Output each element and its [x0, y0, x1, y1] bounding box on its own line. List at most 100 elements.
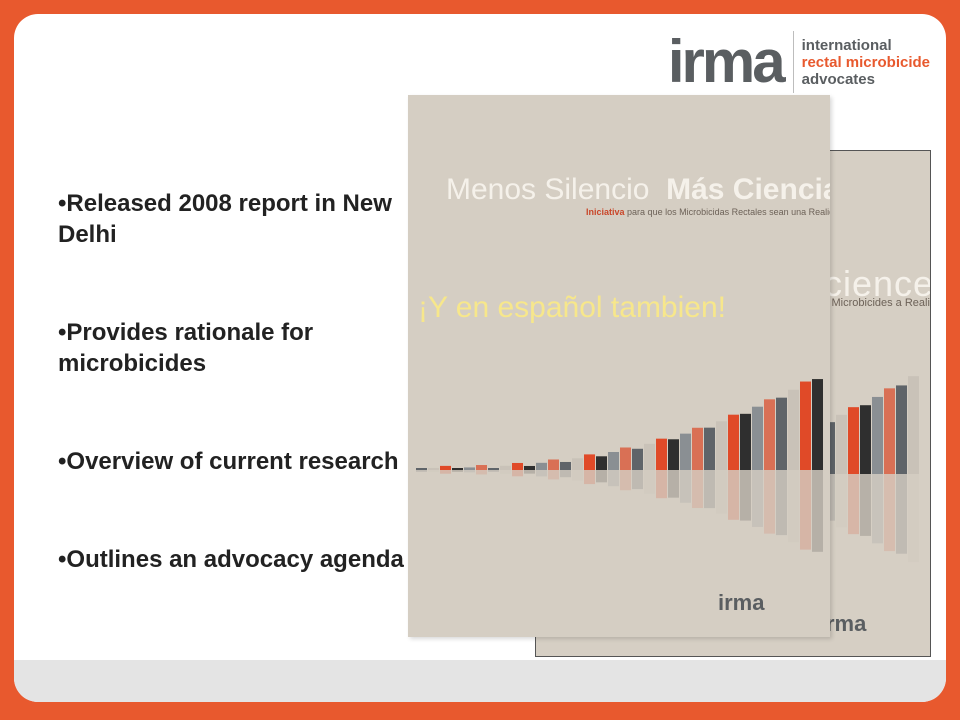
cover-bar-reflection	[452, 470, 463, 472]
cover-bar-reflection	[788, 470, 799, 543]
cover-bar	[776, 397, 787, 470]
cover-bar-reflection	[800, 470, 811, 550]
report-cover-spanish: Menos Silencio Más Ciencia Iniciativa pa…	[408, 95, 830, 637]
cover-bar-reflection	[488, 470, 499, 472]
cover-bar	[740, 413, 751, 470]
cover-bar-reflection	[524, 470, 535, 474]
cover-bar-reflection	[548, 470, 559, 480]
cover-bar	[860, 405, 871, 474]
cover-bar-reflection	[572, 470, 583, 481]
cover-bar	[812, 379, 823, 470]
cover-bar	[896, 385, 907, 474]
irma-logo: irma international rectal microbicide ad…	[668, 22, 930, 102]
cover-bar	[464, 467, 475, 470]
cover-front-title-part2: Más Ciencia	[666, 173, 830, 206]
cover-bar-reflection	[464, 470, 475, 473]
bullet-item: •Released 2008 report in New Delhi	[58, 190, 392, 248]
cover-bar	[644, 443, 655, 470]
cover-bar	[668, 439, 679, 470]
cover-bar	[596, 456, 607, 470]
bullet-item: •Outlines an advocacy agenda	[58, 546, 404, 573]
cover-bar	[692, 427, 703, 470]
cover-bar-reflection	[608, 470, 619, 487]
cover-bar-reflection	[884, 474, 895, 552]
cover-bar-reflection	[440, 470, 451, 474]
cover-bar	[608, 451, 619, 470]
cover-back-subtitle: l Microbicides a Reality	[826, 297, 931, 309]
cover-back-logo: rma	[826, 611, 866, 637]
cover-bar-reflection	[872, 474, 883, 544]
cover-back-title: cience	[824, 263, 931, 304]
cover-bar	[572, 458, 583, 470]
cover-front-subtitle: Iniciativa para que los Microbicidas Rec…	[586, 207, 830, 217]
cover-bar-reflection	[416, 470, 427, 472]
logo-word: irma	[667, 28, 786, 95]
cover-bar-reflection	[536, 470, 547, 477]
cover-bar	[800, 381, 811, 470]
cover-bar-reflection	[476, 470, 487, 475]
cover-bar	[752, 406, 763, 470]
cover-bar-reflection	[560, 470, 571, 478]
cover-bar-reflection	[764, 470, 775, 534]
cover-front-subtitle-rest: para que los Microbicidas Rectales sean …	[627, 207, 830, 217]
cover-bar-reflection	[680, 470, 691, 503]
cover-bar-reflection	[644, 470, 655, 494]
cover-bar-reflection	[512, 470, 523, 477]
cover-back-logo-word: rma	[826, 611, 867, 636]
cover-bar-reflection	[692, 470, 703, 509]
cover-bar-reflection	[668, 470, 679, 498]
cover-bar-reflection	[596, 470, 607, 483]
cover-bar	[440, 465, 451, 470]
cover-bar-reflection	[704, 470, 715, 509]
cover-bar	[836, 414, 847, 474]
cover-bar-reflection	[584, 470, 595, 485]
cover-bar-reflection	[752, 470, 763, 527]
cover-bar	[488, 468, 499, 470]
cover-bar	[716, 421, 727, 470]
cover-bar-reflection	[896, 474, 907, 554]
bullet-item: •Provides rationale for microbicides	[58, 319, 314, 377]
cover-bar	[536, 462, 547, 470]
cover-bar-reflection	[656, 470, 667, 499]
logo-tagline-line2: rectal microbicide	[801, 53, 930, 71]
cover-bar	[548, 459, 559, 470]
cover-bar	[680, 433, 691, 470]
cover-front-logo-word: irma	[718, 590, 765, 615]
cover-bar-reflection	[716, 470, 727, 514]
cover-bar	[476, 465, 487, 470]
cover-front-subtitle-em: Iniciativa	[586, 207, 625, 217]
cover-bar	[872, 396, 883, 474]
cover-bar	[656, 438, 667, 470]
cover-bar	[728, 414, 739, 470]
cover-bar	[512, 462, 523, 470]
bullet-list: •Released 2008 report in New Delhi •Prov…	[58, 188, 418, 642]
cover-bar-reflection	[848, 474, 859, 535]
cover-bar	[524, 465, 535, 470]
cover-bar-reflection	[428, 470, 439, 472]
cover-bar	[788, 389, 799, 470]
cover-bar	[620, 447, 631, 470]
cover-bar-reflection	[500, 470, 511, 474]
spanish-overlay-text: ¡Y en español tambien!	[418, 291, 726, 324]
bullet-item: •Overview of current research	[58, 448, 399, 475]
cover-bar-reflection	[836, 474, 847, 528]
cover-bar	[884, 388, 895, 474]
cover-bar	[632, 448, 643, 470]
cover-bar-reflection	[632, 470, 643, 490]
cover-bar	[452, 468, 463, 470]
cover-bar	[764, 399, 775, 470]
cover-bar-reflection	[620, 470, 631, 491]
cover-bar-reflection	[728, 470, 739, 520]
cover-bar-reflection	[776, 470, 787, 536]
cover-front-bars	[416, 379, 823, 552]
cover-bar	[584, 454, 595, 470]
bottom-band	[14, 660, 946, 702]
cover-front-title-part1: Menos Silencio	[446, 173, 650, 206]
cover-bar	[500, 465, 511, 470]
logo-tagline-line3: advocates	[801, 70, 875, 88]
logo-tagline-line1: international	[801, 36, 892, 54]
cover-bar	[908, 376, 919, 474]
cover-bar-reflection	[740, 470, 751, 521]
cover-bar-reflection	[860, 474, 871, 536]
